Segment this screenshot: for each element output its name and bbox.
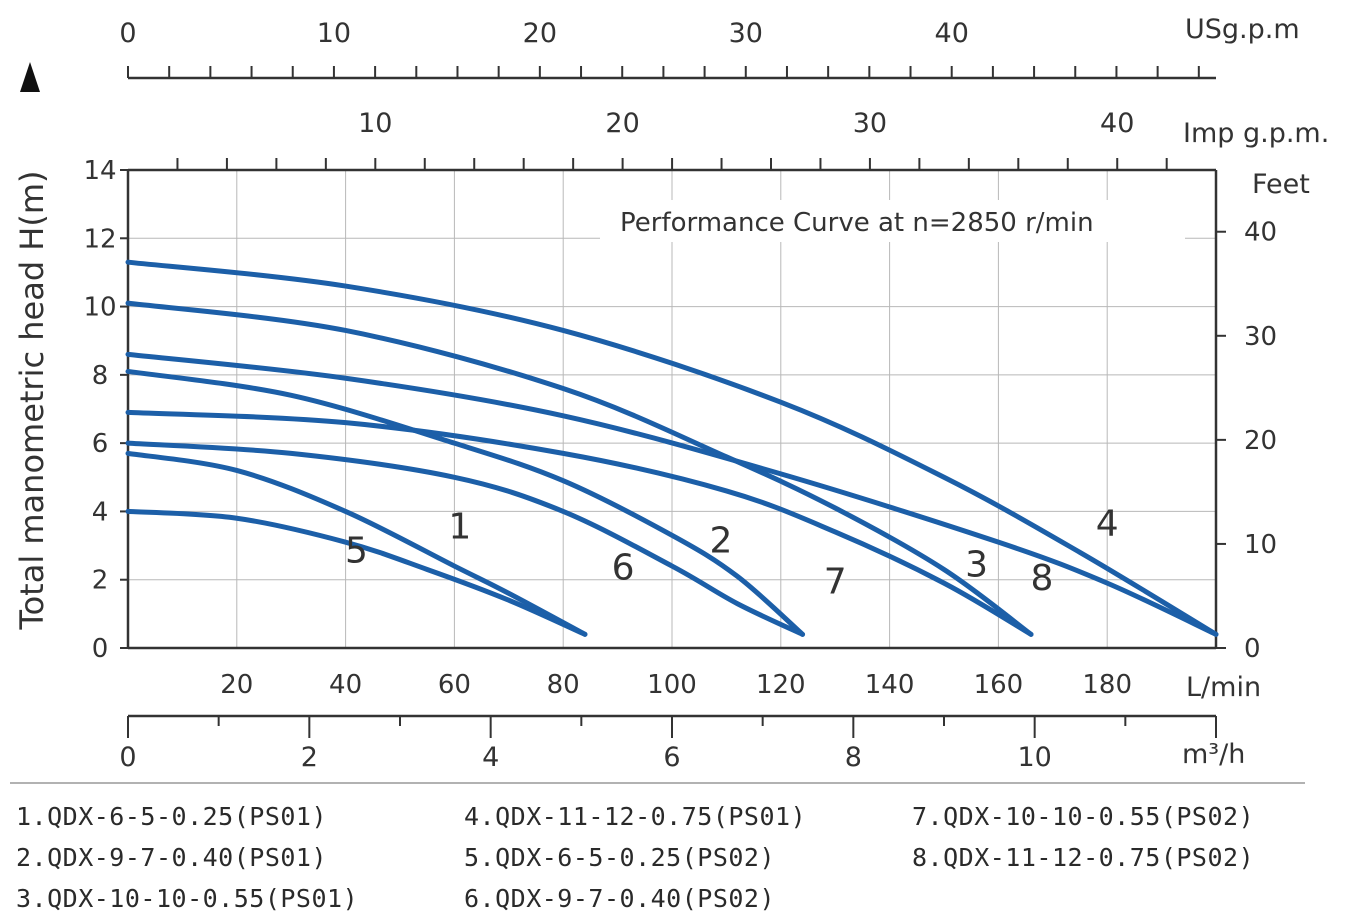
- impgpm-tick-label: 20: [605, 108, 639, 139]
- grid: [128, 170, 1216, 648]
- m3h-tick-label: 10: [1017, 742, 1051, 773]
- y-tick-label: 0: [92, 634, 109, 664]
- impgpm-axis-label: Imp g.p.m.: [1183, 118, 1329, 149]
- feet-tick-label: 10: [1244, 530, 1277, 560]
- lmin-tick-label: 180: [1082, 670, 1132, 700]
- curve-7: [125, 409, 1034, 637]
- series: [125, 259, 1219, 637]
- legend-item: 2.QDX-9-7-0.40(PS01): [16, 843, 328, 872]
- feet-tick-label: 20: [1244, 426, 1277, 456]
- feet-tick-label: 30: [1244, 322, 1277, 352]
- m3h-tick-label: 6: [663, 742, 680, 773]
- m3h-tick-label: 4: [482, 742, 499, 773]
- impgpm-tick-label: 10: [358, 108, 392, 139]
- usgpm-tick-label: 40: [935, 18, 969, 49]
- m3h-tick-label: 0: [119, 742, 136, 773]
- usgpm-axis-label: USg.p.m: [1185, 14, 1300, 45]
- y-tick-label: 8: [92, 361, 109, 391]
- curve-label-5: 5: [345, 531, 368, 572]
- y-tick-label: 4: [92, 497, 109, 527]
- chart-title-background: [600, 200, 1185, 242]
- lmin-tick-label: 80: [547, 670, 580, 700]
- y-tick-label: 6: [92, 429, 109, 459]
- impgpm-tick-label: 40: [1100, 108, 1134, 139]
- curve-5: [125, 508, 588, 637]
- lmin-tick-label: 20: [220, 670, 253, 700]
- curve-3: [125, 300, 1034, 637]
- curve-6: [125, 440, 806, 637]
- usgpm-tick-label: 10: [317, 18, 351, 49]
- y-tick-label: 2: [92, 566, 109, 596]
- y-tick-label: 14: [83, 156, 116, 186]
- y-axis-label: Total manometric head H(m): [13, 170, 51, 630]
- m3h-axis-label: m³/h: [1182, 739, 1245, 770]
- curve-1: [125, 450, 588, 637]
- m3h-tick-label: 8: [845, 742, 862, 773]
- lmin-tick-label: 40: [329, 670, 362, 700]
- lmin-tick-label: 160: [974, 670, 1024, 700]
- curve-label-1: 1: [448, 507, 471, 548]
- curve-label-2: 2: [710, 520, 733, 561]
- lmin-tick-label: 140: [865, 670, 915, 700]
- lmin-tick-label: 100: [647, 670, 697, 700]
- curve-4: [125, 259, 1219, 637]
- curve-label-4: 4: [1096, 503, 1119, 544]
- curve-8: [125, 351, 1219, 637]
- legend-item: 5.QDX-6-5-0.25(PS02): [464, 843, 776, 872]
- legend-item: 1.QDX-6-5-0.25(PS01): [16, 802, 328, 831]
- y-tick-label: 10: [83, 293, 116, 323]
- lmin-tick-label: 120: [756, 670, 806, 700]
- m3h-tick-label: 2: [301, 742, 318, 773]
- lmin-tick-label: 60: [438, 670, 471, 700]
- curve-label-7: 7: [824, 561, 847, 602]
- curve-label-6: 6: [612, 548, 635, 589]
- up-arrow-icon: [20, 62, 40, 92]
- feet-axis-label: Feet: [1252, 169, 1310, 200]
- legend-item: 4.QDX-11-12-0.75(PS01): [464, 802, 807, 831]
- impgpm-tick-label: 30: [853, 108, 887, 139]
- lmin-axis-label: L/min: [1186, 672, 1261, 703]
- curve-labels: 1 2 3 4 5 6 7 8: [345, 503, 1119, 602]
- legend-item: 7.QDX-10-10-0.55(PS02): [912, 802, 1255, 831]
- legend-item: 3.QDX-10-10-0.55(PS01): [16, 884, 359, 913]
- usgpm-tick-label: 0: [119, 18, 136, 49]
- legend-item: 6.QDX-9-7-0.40(PS02): [464, 884, 776, 913]
- curve-label-8: 8: [1030, 558, 1053, 599]
- usgpm-tick-label: 20: [523, 18, 557, 49]
- y-tick-label: 12: [83, 224, 116, 254]
- feet-tick-label: 0: [1244, 634, 1261, 664]
- feet-tick-label: 40: [1244, 218, 1277, 248]
- curve-2: [125, 368, 806, 637]
- legend-item: 8.QDX-11-12-0.75(PS02): [912, 843, 1255, 872]
- usgpm-tick-label: 30: [729, 18, 763, 49]
- curve-label-3: 3: [965, 544, 988, 585]
- chart-title: Performance Curve at n=2850 r/min: [620, 208, 1094, 238]
